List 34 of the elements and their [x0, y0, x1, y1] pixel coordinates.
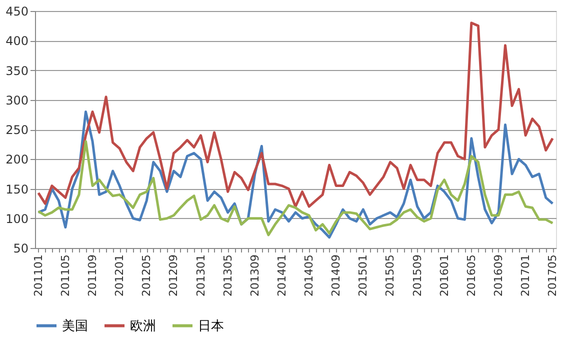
y-tick-label: 350 — [6, 64, 28, 78]
x-tick-label: 201509 — [410, 254, 424, 296]
legend-label: 日本 — [198, 318, 224, 334]
y-tick-label: 300 — [6, 93, 28, 108]
legend-label: 欧洲 — [130, 318, 156, 334]
x-tick-label: 201701 — [519, 254, 532, 296]
legend-label: 美国 — [62, 318, 88, 334]
y-tick-label: 100 — [6, 212, 28, 226]
x-tick-label: 201101 — [32, 254, 45, 296]
x-tick-label: 201201 — [113, 254, 126, 296]
x-tick-label: 201401 — [275, 254, 288, 296]
y-tick-label: 150 — [6, 182, 28, 196]
y-tick-label: 450 — [6, 4, 28, 18]
x-tick-label: 201705 — [546, 254, 560, 296]
x-tick-label: 201109 — [86, 254, 100, 296]
x-tick-label: 201209 — [167, 254, 180, 296]
x-tick-label: 201605 — [464, 254, 478, 296]
y-tick-label: 50 — [13, 242, 28, 256]
x-tick-label: 201105 — [58, 254, 72, 296]
x-tick-label: 201305 — [221, 254, 234, 296]
x-tick-label: 201505 — [384, 254, 397, 296]
x-tick-label: 201409 — [330, 254, 343, 296]
x-tick-label: 201405 — [302, 254, 316, 296]
y-tick-label: 200 — [6, 152, 28, 167]
x-tick-label: 201609 — [492, 254, 505, 296]
x-tick-label: 201205 — [140, 254, 154, 296]
y-tick-label: 250 — [6, 123, 28, 137]
x-tick-label: 201309 — [248, 254, 262, 296]
x-tick-label: 201301 — [194, 254, 208, 296]
y-tick-label: 400 — [6, 34, 28, 48]
x-tick-label: 201501 — [356, 254, 370, 296]
line-series — [37, 22, 554, 208]
x-tick-label: 201601 — [438, 254, 451, 296]
line-series — [37, 140, 554, 236]
